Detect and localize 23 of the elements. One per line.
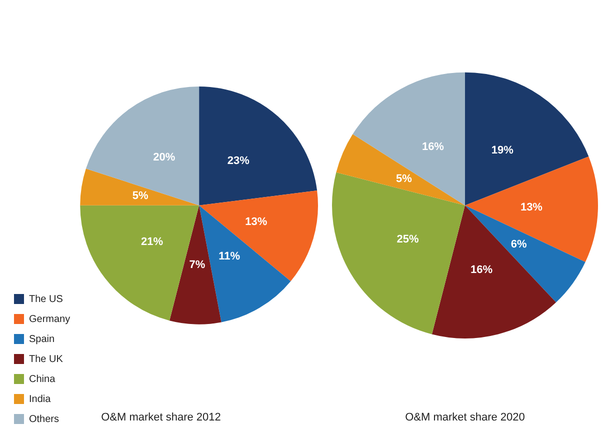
data-label: 19% (491, 144, 514, 156)
legend-label: The UK (29, 354, 64, 365)
legend-label: The US (29, 294, 64, 305)
legend-label: India (29, 394, 52, 405)
data-label: 5% (396, 173, 412, 186)
data-label: 21% (141, 236, 164, 248)
text: O&M market share 2012 (101, 411, 221, 424)
text: O&M market share 2020 (405, 411, 525, 424)
data-label: 23% (227, 154, 250, 167)
legend-label: Germany (29, 314, 70, 325)
data-label: 11% (218, 250, 240, 263)
legend-label: Spain (29, 334, 55, 345)
data-label: 5% (132, 190, 148, 202)
data-label: 16% (470, 264, 493, 276)
data-label: 16% (422, 141, 444, 154)
data-label: 6% (510, 238, 527, 251)
data-label: 7% (189, 258, 206, 271)
data-label: 25% (396, 233, 419, 246)
legend-label: Others (29, 414, 60, 425)
data-label: 13% (520, 202, 543, 214)
data-label: 13% (245, 216, 268, 228)
legend-label: China (29, 374, 56, 385)
data-label: 20% (153, 151, 176, 164)
